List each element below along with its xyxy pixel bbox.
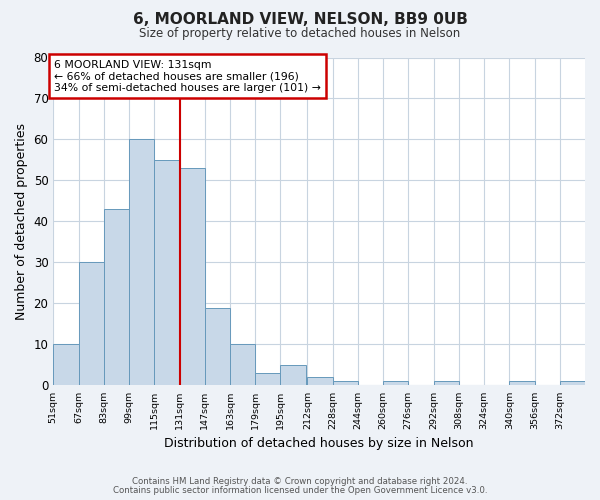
Bar	[53, 344, 79, 386]
Bar	[79, 262, 104, 386]
Text: 6 MOORLAND VIEW: 131sqm
← 66% of detached houses are smaller (196)
34% of semi-d: 6 MOORLAND VIEW: 131sqm ← 66% of detache…	[54, 60, 321, 92]
Bar	[332, 382, 358, 386]
Bar	[129, 140, 154, 386]
Bar	[230, 344, 255, 386]
Bar	[255, 373, 280, 386]
Bar	[104, 209, 129, 386]
Bar	[179, 168, 205, 386]
Bar	[434, 382, 459, 386]
Bar	[307, 377, 332, 386]
Text: Contains public sector information licensed under the Open Government Licence v3: Contains public sector information licen…	[113, 486, 487, 495]
Bar	[383, 382, 408, 386]
Text: Size of property relative to detached houses in Nelson: Size of property relative to detached ho…	[139, 28, 461, 40]
X-axis label: Distribution of detached houses by size in Nelson: Distribution of detached houses by size …	[164, 437, 474, 450]
Bar	[280, 365, 306, 386]
Bar	[509, 382, 535, 386]
Text: Contains HM Land Registry data © Crown copyright and database right 2024.: Contains HM Land Registry data © Crown c…	[132, 477, 468, 486]
Y-axis label: Number of detached properties: Number of detached properties	[15, 123, 28, 320]
Bar	[560, 382, 585, 386]
Bar	[205, 308, 230, 386]
Bar	[154, 160, 179, 386]
Text: 6, MOORLAND VIEW, NELSON, BB9 0UB: 6, MOORLAND VIEW, NELSON, BB9 0UB	[133, 12, 467, 28]
